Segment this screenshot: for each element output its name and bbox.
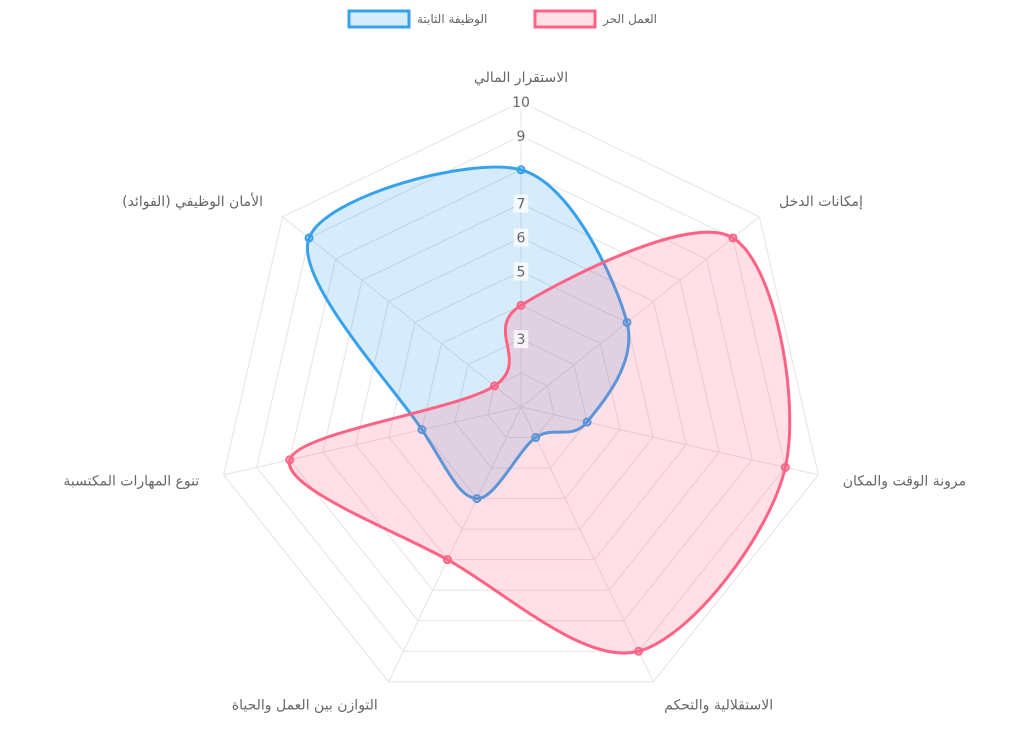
data-point[interactable] bbox=[285, 455, 295, 465]
data-point[interactable] bbox=[531, 433, 541, 443]
grid-spoke bbox=[282, 216, 522, 408]
grid-spoke bbox=[520, 406, 819, 476]
radar-grid bbox=[223, 101, 819, 683]
tick-backdrop bbox=[513, 126, 529, 145]
tick-label: 10 bbox=[512, 95, 530, 111]
grid-ring-9 bbox=[256, 135, 786, 652]
tick-backdrop bbox=[513, 194, 529, 213]
data-point[interactable] bbox=[622, 317, 632, 327]
axis-label: التوازن بين العمل والحياة bbox=[232, 697, 378, 713]
axis-label: الاستقرار المالي bbox=[474, 70, 568, 86]
data-point[interactable] bbox=[442, 555, 452, 565]
data-point[interactable] bbox=[304, 233, 314, 243]
axis-label: تنوع المهارات المكتسبة bbox=[63, 473, 199, 489]
data-point[interactable] bbox=[490, 381, 500, 391]
tick-backdrop bbox=[509, 93, 533, 111]
data-point[interactable] bbox=[516, 300, 526, 310]
data-point[interactable] bbox=[728, 233, 738, 243]
data-point[interactable] bbox=[780, 462, 790, 472]
series-1 bbox=[285, 230, 792, 656]
grid-ring-8 bbox=[289, 169, 753, 622]
grid-ring-5 bbox=[388, 270, 654, 530]
data-point[interactable] bbox=[582, 417, 592, 427]
grid-spoke bbox=[388, 406, 522, 683]
grid-ring-10 bbox=[223, 101, 819, 683]
axis-label: الأمان الوظيفي (الفوائد) bbox=[122, 192, 263, 210]
tick-label: 9 bbox=[517, 129, 526, 145]
data-point[interactable] bbox=[472, 494, 482, 504]
legend-label: العمل الحر bbox=[602, 12, 657, 27]
data-point[interactable] bbox=[417, 425, 427, 435]
series-area-0 bbox=[305, 165, 631, 501]
series-0 bbox=[304, 165, 632, 504]
grid-spoke bbox=[223, 406, 522, 476]
grid-ring-3 bbox=[454, 338, 588, 469]
axis-label: مرونة الوقت والمكان bbox=[843, 473, 966, 489]
grid-ring-6 bbox=[355, 237, 687, 561]
data-point[interactable] bbox=[516, 165, 526, 175]
grid-spoke bbox=[520, 406, 654, 683]
series-area-1 bbox=[288, 230, 792, 655]
grid-ring-2 bbox=[487, 372, 555, 439]
tick-backdrop bbox=[513, 330, 529, 349]
legend[interactable]: الوظيفة الثابتة العمل الحر bbox=[347, 9, 657, 29]
tick-backdrop bbox=[513, 228, 529, 247]
tick-label: 7 bbox=[517, 197, 526, 213]
axis-label: الاستقلالية والتحكم bbox=[664, 697, 773, 713]
legend-item[interactable]: الوظيفة الثابتة bbox=[347, 9, 487, 29]
legend-swatch bbox=[347, 9, 411, 29]
tick-label: 5 bbox=[517, 264, 526, 280]
tick-label: 6 bbox=[517, 231, 526, 247]
data-point[interactable] bbox=[634, 646, 644, 656]
grid-spoke bbox=[520, 216, 760, 408]
tick-label: 3 bbox=[517, 332, 526, 348]
tick-backdrop bbox=[513, 262, 529, 281]
grid-ring-4 bbox=[421, 304, 621, 500]
tick-labels: 3 5 6 7 9 10 bbox=[509, 93, 533, 349]
axis-label: إمكانات الدخل bbox=[779, 194, 863, 210]
legend-item[interactable]: العمل الحر bbox=[533, 9, 657, 29]
series-layer bbox=[285, 165, 792, 656]
legend-swatch bbox=[533, 9, 597, 29]
legend-label: الوظيفة الثابتة bbox=[417, 12, 487, 27]
axis-labels: الاستقرار المالي إمكانات الدخل مرونة الوقت… bbox=[63, 70, 966, 713]
grid-ring-7 bbox=[322, 203, 720, 591]
